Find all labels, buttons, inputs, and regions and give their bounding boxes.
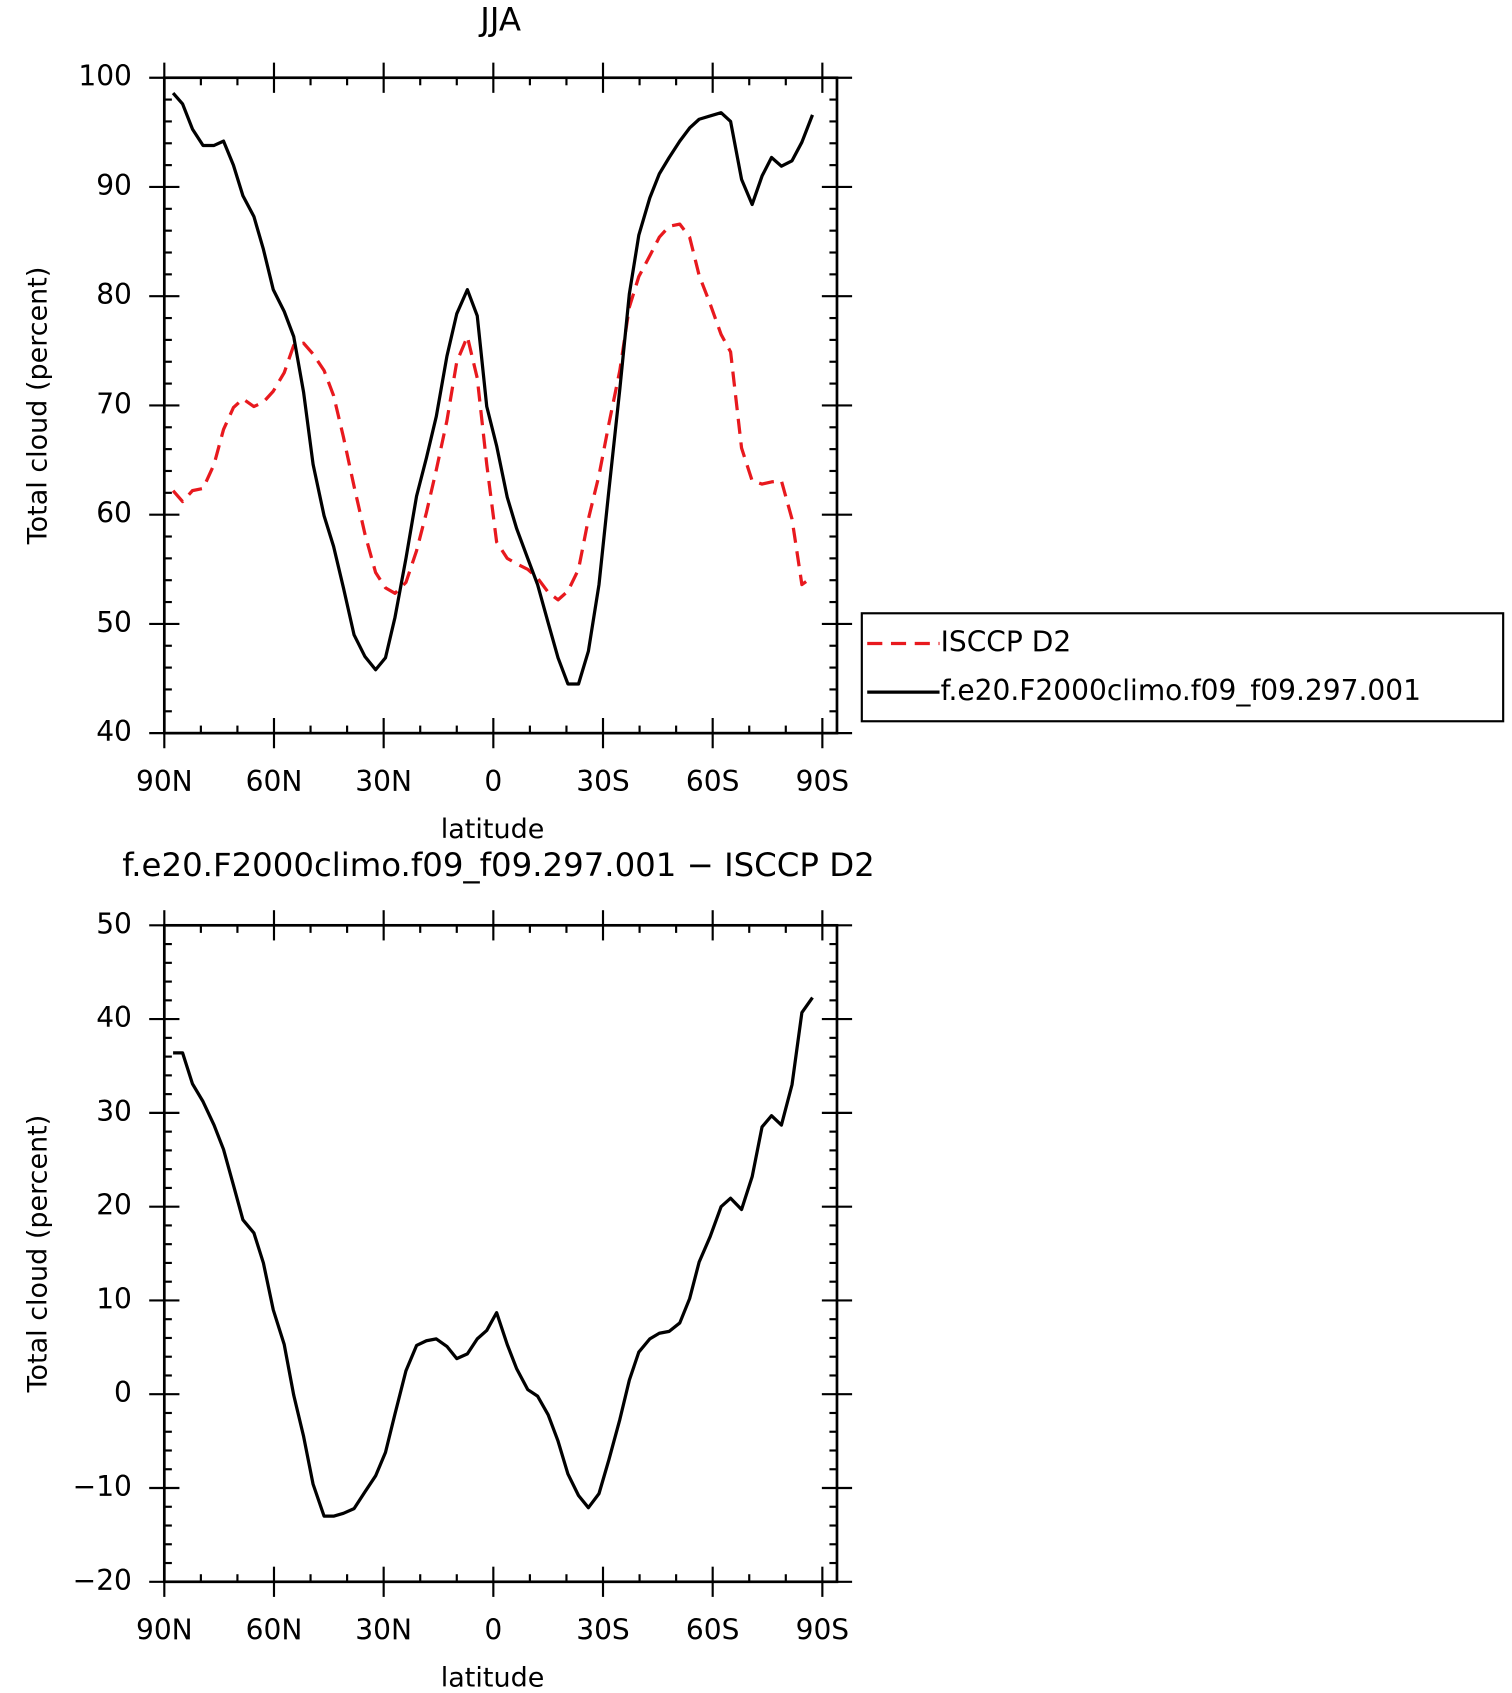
x-tick-label: 30N (355, 765, 412, 798)
y-tick-label: 90 (96, 169, 132, 202)
x-tick-label: 90N (136, 765, 193, 798)
y-tick-label: 10 (96, 1282, 132, 1315)
x-tick-label: 60N (246, 765, 303, 798)
chart-title: JJA (478, 1, 521, 39)
x-tick-label: 0 (484, 1613, 502, 1646)
y-tick-label: 40 (96, 715, 132, 748)
x-axis-label: latitude (441, 814, 545, 845)
y-tick-label: −10 (73, 1470, 132, 1503)
data-line (171, 91, 814, 686)
data-line (171, 222, 814, 602)
y-tick-label: 70 (96, 387, 132, 420)
y-tick-label: 60 (96, 497, 132, 530)
chart-title: f.e20.F2000climo.f09_f09.297.001 − ISCCP… (122, 846, 875, 884)
legend-label: ISCCP D2 (941, 626, 1072, 659)
legend-label: f.e20.F2000climo.f09_f09.297.001 (941, 674, 1421, 707)
x-tick-label: 60S (686, 765, 740, 798)
y-tick-label: 80 (96, 278, 132, 311)
plot-frame (162, 76, 839, 735)
x-axis-label: latitude (441, 1662, 545, 1693)
x-tick-label: 30S (576, 1613, 630, 1646)
x-tick-label: 30S (576, 765, 630, 798)
x-tick-label: 60S (686, 1613, 740, 1646)
x-tick-label: 90S (796, 765, 850, 798)
y-tick-label: −20 (73, 1564, 132, 1597)
x-tick-label: 0 (484, 765, 502, 798)
data-line (173, 996, 814, 1518)
y-tick-label: 40 (96, 1001, 132, 1034)
y-axis-label: Total cloud (percent) (23, 267, 54, 546)
x-tick-label: 60N (246, 1613, 303, 1646)
plot-frame (162, 923, 839, 1584)
y-tick-label: 20 (96, 1189, 132, 1222)
x-tick-label: 30N (355, 1613, 412, 1646)
y-axis-label: Total cloud (percent) (23, 1115, 54, 1394)
x-tick-label: 90S (796, 1613, 850, 1646)
y-tick-label: 30 (96, 1095, 132, 1128)
y-tick-label: 50 (96, 907, 132, 940)
y-tick-label: 50 (96, 606, 132, 639)
y-tick-label: 0 (114, 1376, 132, 1409)
legend-box (860, 612, 1505, 723)
y-tick-label: 100 (78, 60, 132, 93)
x-tick-label: 90N (136, 1613, 193, 1646)
